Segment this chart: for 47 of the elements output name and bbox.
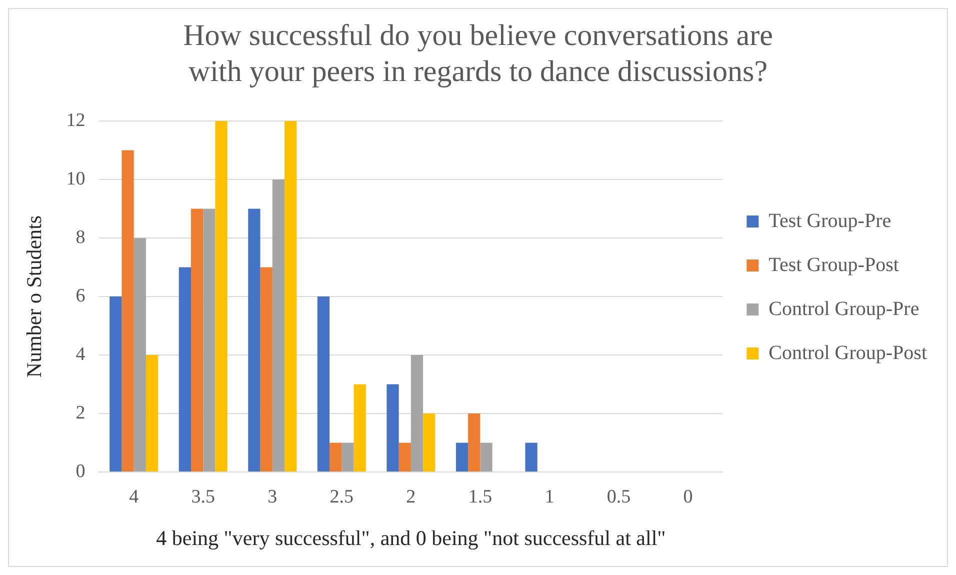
x-tick-label: 3 [268,486,278,508]
bar [410,355,424,472]
bar [342,442,354,472]
bar [525,442,538,472]
y-tick-label: 8 [76,226,86,248]
x-tick-label: 4 [129,486,140,508]
bar [203,208,216,472]
bar [386,384,399,472]
x-tick-label: 0 [683,486,693,508]
bar [456,442,468,472]
bar [260,267,272,472]
legend-label: Test Group-Pre [768,210,892,232]
legend-label: Control Group-Pre [768,298,920,320]
bar [110,296,122,472]
y-tick-label: 10 [66,168,86,190]
legend-label: Test Group-Post [768,254,900,276]
bar [284,121,297,472]
y-tick-label: 0 [76,460,86,482]
x-tick-label: 0.5 [606,486,631,508]
y-tick-label: 12 [66,110,86,131]
x-tick-label: 1.5 [468,486,492,508]
bar [178,267,191,472]
bar [423,414,436,472]
bar [354,384,366,472]
bar [215,121,228,472]
x-tick-label: 2 [406,486,416,508]
bar [317,296,330,472]
x-tick-label: 1 [544,486,554,508]
bar [122,150,134,472]
x-axis-title: 4 being "very successful", and 0 being "not successful at all" [156,526,666,550]
bar [480,442,492,472]
bar [248,208,260,472]
y-tick-label: 4 [76,344,86,365]
bar [190,208,204,472]
x-tick-label: 2.5 [330,486,354,508]
bar [330,442,342,472]
bar [272,180,285,472]
bar [468,414,480,472]
x-tick-label: 3.5 [191,486,215,508]
bar [134,238,146,472]
legend-label: Control Group-Post [768,342,928,364]
chart-title: How successful do you believe conversations are with your peers in regards to dance discussions? [183,18,773,88]
bar [146,355,158,472]
bar [398,442,411,472]
y-tick-label: 2 [76,402,86,424]
y-tick-label: 6 [76,285,86,306]
y-axis-title: Number o Students [22,215,46,378]
